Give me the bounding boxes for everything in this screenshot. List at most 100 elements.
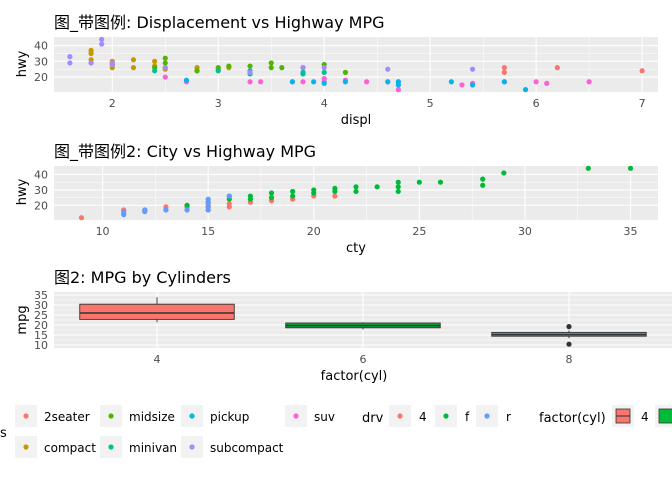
data-point-pickup xyxy=(501,79,507,85)
data-point-subcompact xyxy=(385,66,391,72)
data-point-midsize xyxy=(247,63,253,69)
legend-label: compact xyxy=(44,441,96,455)
x-tick-label: 7 xyxy=(639,97,646,110)
legend-label: 4 xyxy=(641,410,649,424)
data-point-r xyxy=(184,207,190,213)
data-point-subcompact xyxy=(469,66,476,72)
data-point-subcompact xyxy=(99,41,105,47)
x-tick-label: 15 xyxy=(201,225,215,238)
x-tick-label: 25 xyxy=(412,225,426,238)
data-point-pickup xyxy=(395,79,401,85)
legend-drv: drv 4 f r xyxy=(362,405,511,427)
data-point-compact xyxy=(152,58,158,64)
gridlines-3 xyxy=(54,292,672,348)
data-point-f xyxy=(395,179,401,185)
data-point-f xyxy=(290,193,296,199)
data-point-r xyxy=(163,207,169,213)
y-tick-label: 20 xyxy=(34,319,48,332)
data-point-4 xyxy=(332,193,338,199)
data-point-f xyxy=(374,184,380,190)
data-point-subcompact xyxy=(109,60,115,66)
data-point-r xyxy=(142,207,148,213)
data-point-4 xyxy=(78,215,85,221)
data-point-midsize xyxy=(279,65,285,71)
x-axis-title-1: displ xyxy=(341,113,372,128)
data-point-f xyxy=(268,195,275,201)
legend-item-drv-4: 4 xyxy=(389,405,427,427)
watermark-text: 掘金技术社区 @ 不同的了然 xyxy=(398,444,614,465)
data-point-2seater xyxy=(554,65,560,71)
panel-cty-hwy: 图_带图例2: City vs Highway MPG 20 30 40 10 … xyxy=(15,142,658,256)
data-point-suv xyxy=(459,82,465,88)
data-point-f xyxy=(311,187,317,193)
y-axis-title-1: hwy xyxy=(15,50,30,77)
y-tick-labels-2: 20 30 40 xyxy=(34,168,48,212)
legend-key-dot xyxy=(108,444,114,450)
data-point-suv xyxy=(162,74,168,80)
x-axis-title-2: cty xyxy=(346,241,366,256)
data-point-midsize xyxy=(268,65,274,71)
y-tick-label: 35 xyxy=(34,289,48,302)
legend-item-pickup: pickup xyxy=(181,405,249,427)
legend-item-2seater: 2seater xyxy=(15,405,90,427)
legend-area: s 2seater midsize pickup suv xyxy=(0,405,672,458)
data-point-pickup xyxy=(311,79,317,85)
y-axis-title-2: hwy xyxy=(15,178,30,205)
data-point-f xyxy=(480,182,486,188)
legend-item-cyl-4: 4 xyxy=(612,405,649,427)
data-point-compact xyxy=(88,47,94,53)
data-point-minivan xyxy=(321,69,327,75)
data-point-2seater xyxy=(639,68,645,74)
box-cyl-4 xyxy=(79,303,235,320)
data-point-f xyxy=(268,190,275,196)
data-point-f xyxy=(501,170,507,176)
x-tick-label: 6 xyxy=(533,97,540,110)
y-axis-title-3: mpg xyxy=(15,305,30,334)
data-point-subcompact xyxy=(99,36,105,42)
legend-item-compact: compact xyxy=(15,436,96,458)
data-point-midsize xyxy=(162,60,168,66)
gridlines-2 xyxy=(54,166,658,220)
x-tick-label: 10 xyxy=(96,225,110,238)
x-tick-labels-3: 4 6 8 xyxy=(154,353,573,366)
x-tick-label: 4 xyxy=(154,353,161,366)
data-point-f xyxy=(184,202,190,208)
panel-displ-hwy: 图_带图例: Displacement vs Highway MPG 20 30… xyxy=(15,13,658,128)
data-point-subcompact xyxy=(88,60,94,66)
data-point-compact xyxy=(130,57,137,63)
data-point-pickup xyxy=(183,77,190,83)
data-point-f xyxy=(353,188,359,195)
x-tick-label: 2 xyxy=(109,97,116,110)
data-point-suv xyxy=(258,79,264,85)
data-point-suv xyxy=(544,80,550,86)
data-point-r xyxy=(205,204,211,210)
legend-label: midsize xyxy=(129,410,175,424)
x-tick-label: 30 xyxy=(518,225,532,238)
y-tick-label: 20 xyxy=(34,199,48,212)
x-tick-labels-2: 10 15 20 25 30 35 xyxy=(96,225,638,238)
chart-title-3: 图2: MPG by Cylinders xyxy=(54,268,231,287)
data-point-pickup xyxy=(448,79,454,85)
y-tick-label: 15 xyxy=(34,329,48,342)
x-tick-label: 3 xyxy=(215,97,222,110)
data-point-subcompact xyxy=(67,60,73,66)
x-tick-labels-1: 2 3 4 5 6 7 xyxy=(109,97,646,110)
x-tick-label: 6 xyxy=(360,353,367,366)
legend-key-dot xyxy=(484,413,490,419)
y-tick-label: 20 xyxy=(34,71,48,84)
legend-label: pickup xyxy=(210,410,249,424)
data-point-pickup xyxy=(289,79,296,85)
data-point-midsize xyxy=(226,63,232,69)
data-point-suv xyxy=(247,79,253,85)
x-axis-title-3: factor(cyl) xyxy=(321,369,388,384)
legend-key-dot xyxy=(293,413,299,419)
legend-item-suv: suv xyxy=(285,405,335,427)
y-tick-labels-1: 20 30 40 xyxy=(34,40,48,84)
legend-key-dot xyxy=(189,444,195,450)
data-point-subcompact xyxy=(247,69,253,75)
data-point-midsize xyxy=(162,55,168,61)
y-tick-label: 25 xyxy=(34,309,48,322)
data-point-suv xyxy=(533,79,539,85)
legend-title-class-fragment: s xyxy=(0,426,7,441)
data-point-minivan xyxy=(215,68,221,74)
